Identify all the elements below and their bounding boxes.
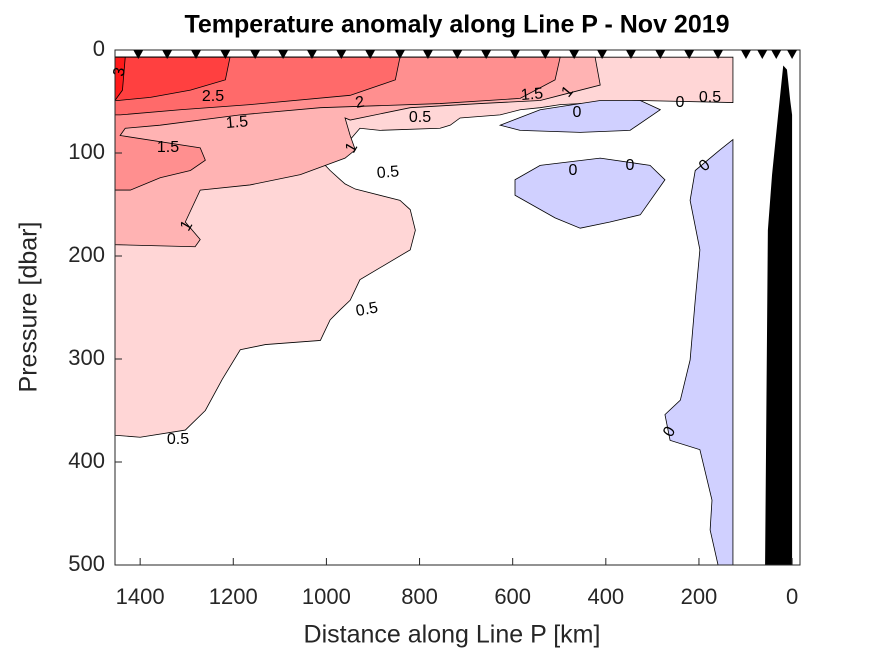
contour-region [115, 56, 126, 102]
contour-label: 0.5 [167, 431, 189, 448]
station-marker [422, 50, 433, 59]
station-marker [481, 50, 492, 59]
station-marker [394, 50, 405, 59]
station-marker [787, 50, 798, 59]
contour-region [514, 157, 666, 229]
station-marker [757, 50, 768, 59]
station-marker [452, 50, 463, 59]
station-marker [569, 50, 580, 59]
y-axis-label: Pressure [dbar] [15, 222, 43, 393]
contour-label: 0.5 [355, 299, 380, 320]
contour-regions [115, 56, 793, 565]
station-marker [250, 50, 261, 59]
x-tick-label: 200 [681, 584, 718, 609]
y-tick-label: 100 [68, 139, 105, 164]
station-marker [220, 50, 231, 59]
contour-region [664, 138, 734, 565]
contour-label: 0 [569, 162, 578, 179]
contour-label: 0.5 [376, 163, 400, 182]
station-marker [191, 50, 202, 59]
x-tick-label: 600 [494, 584, 531, 609]
contour-region [115, 56, 231, 101]
contour-label: 1.5 [157, 139, 179, 156]
contour-label: 0 [676, 94, 685, 111]
station-marker [655, 50, 666, 59]
station-marker [740, 50, 751, 59]
x-tick-label: 1400 [116, 584, 165, 609]
station-marker [510, 50, 521, 59]
station-marker [625, 50, 636, 59]
y-tick-label: 300 [68, 345, 105, 370]
axes: 1400 1200 1000 800 600 400 200 0010020030040050… [68, 36, 801, 609]
x-tick-label: 400 [587, 584, 624, 609]
station-marker [133, 50, 144, 59]
station-marker [365, 50, 376, 59]
y-tick-label: 200 [68, 242, 105, 267]
contour-label: 0.5 [699, 89, 721, 106]
chart-title: Temperature anomaly along Line P - Nov 2… [184, 11, 729, 39]
y-tick-label: 500 [68, 551, 105, 576]
station-marker [713, 50, 724, 59]
station-marker [771, 50, 782, 59]
station-marker [684, 50, 695, 59]
x-tick-label: 800 [401, 584, 438, 609]
station-marker [597, 50, 608, 59]
contour-region [498, 100, 662, 133]
station-marker [162, 50, 173, 59]
x-axis-label: Distance along Line P [km] [304, 621, 601, 649]
x-tick-label: 1200 [209, 584, 258, 609]
station-marker [540, 50, 551, 59]
contour-label: 1.5 [520, 85, 544, 104]
x-tick-label: 1000 [302, 584, 351, 609]
contour-label: 1.5 [225, 113, 249, 132]
contour-label: 2.5 [202, 88, 224, 105]
station-marker [278, 50, 289, 59]
y-tick-label: 400 [68, 448, 105, 473]
contour-label: 2 [354, 94, 366, 112]
contour-label: 0 [626, 157, 635, 174]
contour-label: 0.5 [409, 109, 431, 126]
station-marker [336, 50, 347, 59]
bathymetry [765, 65, 793, 565]
y-tick-label: 0 [93, 36, 105, 61]
contour-labels: 32.5 21.51.5 110.50.50.50.51.5 100 0.50 0 00 [111, 66, 722, 448]
contour-label: 3 [111, 66, 129, 78]
x-tick-label: 0 [786, 584, 798, 609]
station-marker [306, 50, 317, 59]
contour-label: 0 [573, 104, 582, 121]
